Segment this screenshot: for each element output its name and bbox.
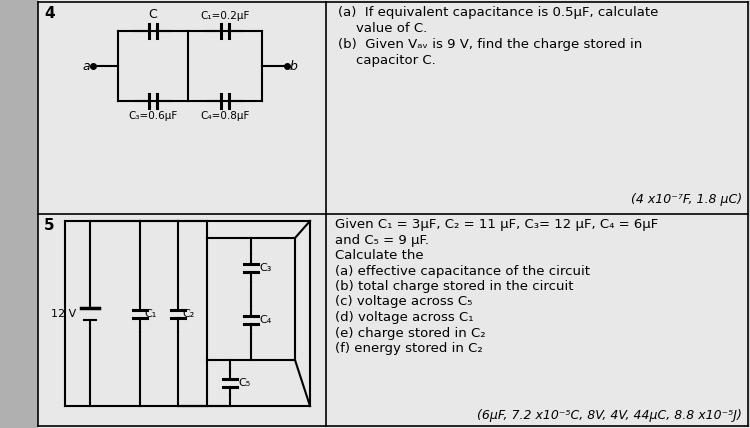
Text: C₄: C₄	[259, 315, 272, 325]
Text: value of C.: value of C.	[356, 22, 428, 35]
Text: (b)  Given Vₐᵥ is 9 V, find the charge stored in: (b) Given Vₐᵥ is 9 V, find the charge st…	[338, 38, 642, 51]
Text: C₁: C₁	[144, 309, 156, 319]
Text: (f) energy stored in C₂: (f) energy stored in C₂	[335, 342, 483, 355]
Text: (c) voltage across C₅: (c) voltage across C₅	[335, 295, 472, 309]
Text: and C₅ = 9 μF.: and C₅ = 9 μF.	[335, 234, 429, 247]
Text: b: b	[290, 59, 298, 72]
Text: (d) voltage across C₁: (d) voltage across C₁	[335, 311, 473, 324]
Text: (a)  If equivalent capacitance is 0.5μF, calculate: (a) If equivalent capacitance is 0.5μF, …	[338, 6, 658, 19]
Text: C: C	[148, 8, 158, 21]
Text: C₃: C₃	[259, 263, 272, 273]
Text: Given C₁ = 3μF, C₂ = 11 μF, C₃= 12 μF, C₄ = 6μF: Given C₁ = 3μF, C₂ = 11 μF, C₃= 12 μF, C…	[335, 218, 658, 231]
Text: (6μF, 7.2 x10⁻⁵C, 8V, 4V, 44μC, 8.8 x10⁻⁵J): (6μF, 7.2 x10⁻⁵C, 8V, 4V, 44μC, 8.8 x10⁻…	[477, 409, 742, 422]
Text: a: a	[82, 59, 90, 72]
Text: 12 V: 12 V	[51, 309, 76, 319]
Text: C₂: C₂	[182, 309, 194, 319]
Text: (b) total charge stored in the circuit: (b) total charge stored in the circuit	[335, 280, 574, 293]
Text: C₁=0.2μF: C₁=0.2μF	[200, 11, 250, 21]
Text: (4 x10⁻⁷F, 1.8 μC): (4 x10⁻⁷F, 1.8 μC)	[631, 193, 742, 206]
Text: C₄=0.8μF: C₄=0.8μF	[200, 111, 250, 121]
Text: 5: 5	[44, 218, 55, 233]
Bar	[0, 0, 38, 428]
Text: C₃=0.6μF: C₃=0.6μF	[128, 111, 178, 121]
Text: 4: 4	[44, 6, 55, 21]
Text: capacitor C.: capacitor C.	[356, 54, 436, 67]
Text: C₅: C₅	[238, 378, 250, 388]
Text: Calculate the: Calculate the	[335, 249, 424, 262]
Text: (e) charge stored in C₂: (e) charge stored in C₂	[335, 327, 486, 339]
Text: (a) effective capacitance of the circuit: (a) effective capacitance of the circuit	[335, 265, 590, 277]
